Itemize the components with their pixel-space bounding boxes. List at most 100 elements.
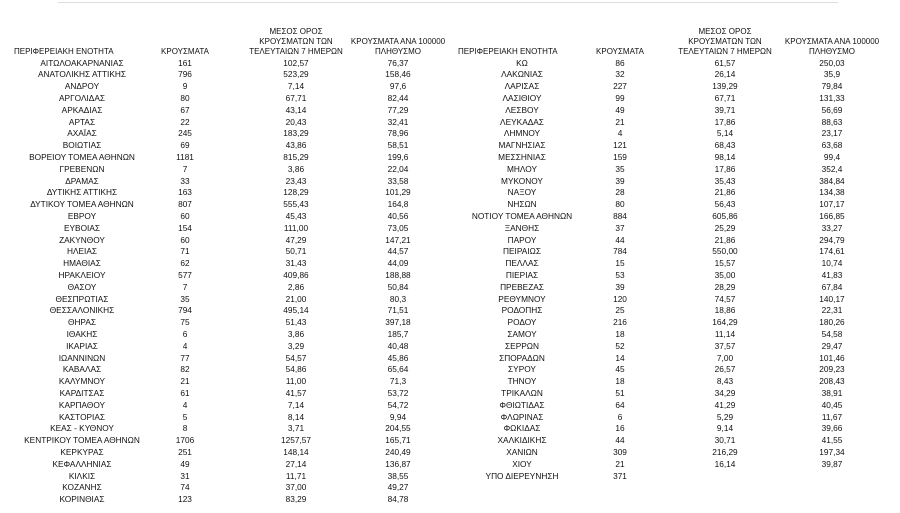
value-cell: 4 bbox=[182, 399, 188, 410]
region-name: ΚΕΑΣ - ΚΥΘΝΟΥ bbox=[50, 423, 114, 434]
value-cell: 136,87 bbox=[385, 458, 411, 469]
value-cell: 38,55 bbox=[387, 470, 409, 481]
value-cell: 53,72 bbox=[387, 387, 409, 398]
value-cell: 28 bbox=[615, 187, 625, 198]
region-name: ΚΩ bbox=[516, 57, 528, 68]
column-header: ΚΡΟΥΣΜΑΤΑ ΑΝΑ 100000 ΠΛΗΘΥΣΜΟ bbox=[350, 37, 446, 56]
value-cell: 50,71 bbox=[285, 246, 307, 257]
value-cell: 39 bbox=[615, 281, 625, 292]
value-cell: 14 bbox=[615, 352, 625, 363]
value-cell: 22,04 bbox=[387, 163, 409, 174]
value-cell: 34,29 bbox=[714, 387, 736, 398]
value-cell: 67 bbox=[180, 104, 190, 115]
value-cell: 16,14 bbox=[714, 458, 736, 469]
value-cell: 83,29 bbox=[285, 494, 307, 505]
region-name: ΙΩΑΝΝΙΝΩΝ bbox=[58, 352, 106, 363]
region-name: ΑΡΤΑΣ bbox=[68, 116, 96, 127]
column-header: ΠΕΡΙΦΕΡΕΙΑΚΗ ΕΝΟΤΗΤΑ bbox=[14, 47, 114, 56]
value-cell: 23,17 bbox=[821, 128, 843, 139]
value-cell: 40,45 bbox=[821, 399, 843, 410]
value-cell: 54,86 bbox=[285, 364, 307, 375]
value-cell: 1181 bbox=[176, 151, 194, 162]
region-name: ΛΑΚΩΝΙΑΣ bbox=[501, 69, 543, 80]
region-name: ΚΑΛΥΜΝΟΥ bbox=[58, 376, 106, 387]
value-cell: 60 bbox=[180, 234, 190, 245]
value-cell: 163 bbox=[178, 187, 192, 198]
value-cell: 158,46 bbox=[385, 69, 411, 80]
value-cell: 21 bbox=[615, 458, 625, 469]
value-cell: 67,71 bbox=[285, 92, 307, 103]
region-name: ΑΙΤΩΛΟΑΚΑΡΝΑΝΙΑΣ bbox=[40, 57, 124, 68]
value-cell: 10,74 bbox=[821, 258, 843, 269]
value-cell: 16 bbox=[615, 423, 625, 434]
value-cell: 35,43 bbox=[714, 175, 736, 186]
value-cell: 174,61 bbox=[819, 246, 845, 257]
value-cell: 79,84 bbox=[821, 81, 843, 92]
region-name: ΑΡΓΟΛΙΔΑΣ bbox=[59, 92, 105, 103]
region-name: ΣΕΡΡΩΝ bbox=[505, 340, 539, 351]
value-cell: 73,05 bbox=[387, 222, 409, 233]
value-cell: 7 bbox=[182, 163, 188, 174]
value-cell: 409,86 bbox=[283, 269, 309, 280]
region-name: ΛΕΥΚΑΔΑΣ bbox=[500, 116, 544, 127]
value-cell: 294,79 bbox=[819, 234, 845, 245]
region-name: ΚΕΡΚΥΡΑΣ bbox=[60, 446, 104, 457]
column-header: ΚΡΟΥΣΜΑΤΑ bbox=[161, 47, 209, 56]
region-name: ΝΟΤΙΟΥ ΤΟΜΕΑ ΑΘΗΝΩΝ bbox=[471, 210, 573, 221]
value-cell: 71,51 bbox=[387, 305, 409, 316]
value-cell: 3,71 bbox=[287, 423, 305, 434]
value-cell: 31,43 bbox=[285, 258, 307, 269]
value-cell: 180,26 bbox=[819, 317, 845, 328]
value-cell: 21 bbox=[615, 116, 625, 127]
value-cell: 25 bbox=[615, 305, 625, 316]
value-cell: 577 bbox=[178, 269, 192, 280]
value-cell: 68,43 bbox=[714, 140, 736, 151]
value-cell: 165,71 bbox=[385, 435, 411, 446]
region-name: ΚΙΛΚΙΣ bbox=[68, 470, 96, 481]
value-cell: 101,29 bbox=[385, 187, 411, 198]
value-cell: 80 bbox=[615, 199, 625, 210]
value-cell: 11,71 bbox=[285, 470, 307, 481]
value-cell: 61,57 bbox=[714, 57, 736, 68]
region-name: ΝΑΞΟΥ bbox=[507, 187, 537, 198]
region-name: ΘΕΣΣΑΛΟΝΙΚΗΣ bbox=[49, 305, 115, 316]
region-name: ΗΛΕΙΑΣ bbox=[66, 246, 98, 257]
value-cell: 794 bbox=[178, 305, 192, 316]
region-name: ΣΥΡΟΥ bbox=[508, 364, 536, 375]
value-cell: 58,51 bbox=[387, 140, 409, 151]
value-cell: 33,58 bbox=[387, 175, 409, 186]
region-name: ΜΕΣΣΗΝΙΑΣ bbox=[498, 151, 546, 162]
value-cell: 208,43 bbox=[819, 376, 845, 387]
value-cell: 67,71 bbox=[714, 92, 736, 103]
value-cell: 815,29 bbox=[283, 151, 309, 162]
value-cell: 17,86 bbox=[714, 163, 736, 174]
value-cell: 523,29 bbox=[283, 69, 309, 80]
value-cell: 33 bbox=[180, 175, 190, 186]
region-name: ΘΗΡΑΣ bbox=[67, 317, 97, 328]
value-cell: 67,84 bbox=[821, 281, 843, 292]
value-cell: 51,43 bbox=[285, 317, 307, 328]
value-cell: 147,21 bbox=[385, 234, 411, 245]
value-cell: 39,66 bbox=[821, 423, 843, 434]
value-cell: 82,44 bbox=[387, 92, 409, 103]
value-cell: 77,29 bbox=[387, 104, 409, 115]
value-cell: 384,84 bbox=[819, 175, 845, 186]
value-cell: 99 bbox=[615, 92, 625, 103]
region-name: ΒΟΙΩΤΙΑΣ bbox=[62, 140, 102, 151]
value-cell: 64 bbox=[615, 399, 625, 410]
region-name: ΥΠΟ ΔΙΕΡΕΥΝΗΣΗ bbox=[485, 470, 559, 481]
value-cell: 397,18 bbox=[385, 317, 411, 328]
value-cell: 6 bbox=[617, 411, 623, 422]
column-header: ΠΕΡΙΦΕΡΕΙΑΚΗ ΕΝΟΤΗΤΑ bbox=[458, 47, 558, 56]
value-cell: 37 bbox=[615, 222, 625, 233]
value-cell: 18 bbox=[615, 376, 625, 387]
value-cell: 60 bbox=[180, 210, 190, 221]
value-cell: 49 bbox=[615, 104, 625, 115]
region-name: ΔΥΤΙΚΗΣ ΑΤΤΙΚΗΣ bbox=[46, 187, 118, 198]
value-cell: 5,14 bbox=[716, 128, 734, 139]
value-cell: 35 bbox=[615, 163, 625, 174]
region-name: ΑΡΚΑΔΙΑΣ bbox=[61, 104, 103, 115]
value-cell: 40,56 bbox=[387, 210, 409, 221]
value-cell: 33,27 bbox=[821, 222, 843, 233]
